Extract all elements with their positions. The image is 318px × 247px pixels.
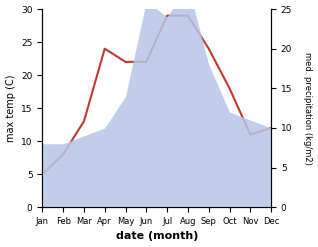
X-axis label: date (month): date (month) (115, 231, 198, 242)
Y-axis label: med. precipitation (kg/m2): med. precipitation (kg/m2) (303, 52, 313, 165)
Y-axis label: max temp (C): max temp (C) (5, 74, 16, 142)
